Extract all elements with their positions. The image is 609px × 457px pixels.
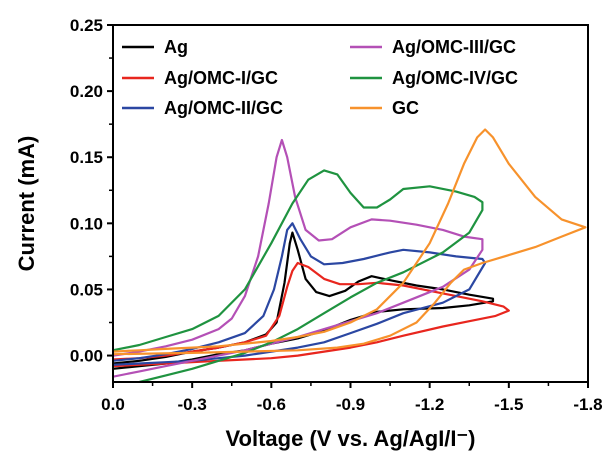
legend-item: GC <box>350 98 419 118</box>
y-tick-label: 0.10 <box>70 214 103 233</box>
x-axis: 0.0 -0.3 -0.6 -0.9 -1.2 -1.5 -1.8 <box>101 382 603 414</box>
series-line-3 <box>113 138 484 378</box>
legend-item: Ag/OMC-III/GC <box>350 37 516 57</box>
y-axis: 0.00 0.05 0.10 0.15 0.20 0.25 <box>70 16 113 366</box>
legend-label: Ag/OMC-II/GC <box>164 98 283 118</box>
y-tick-label: 0.20 <box>70 82 103 101</box>
x-tick-label: -0.6 <box>257 395 286 414</box>
series-layer <box>113 128 587 382</box>
legend-item: Ag <box>122 37 188 57</box>
x-tick-label: -1.8 <box>573 395 602 414</box>
series-line-2 <box>113 222 487 366</box>
series-line-5 <box>113 128 587 356</box>
x-tick-label: -1.2 <box>415 395 444 414</box>
y-axis-label: Current (mA) <box>14 136 39 272</box>
legend-item: Ag/OMC-I/GC <box>122 68 278 88</box>
legend-label: Ag <box>164 37 188 57</box>
legend-label: Ag/OMC-I/GC <box>164 68 278 88</box>
y-tick-label: 0.25 <box>70 16 103 35</box>
x-tick-label: -0.9 <box>336 395 365 414</box>
y-tick-label: 0.15 <box>70 148 103 167</box>
legend-item: Ag/OMC-IV/GC <box>350 68 518 88</box>
legend-label: GC <box>392 98 419 118</box>
series-line-1 <box>113 261 510 368</box>
x-tick-label: 0.0 <box>101 395 125 414</box>
legend-label: Ag/OMC-III/GC <box>392 37 516 57</box>
legend-item: Ag/OMC-II/GC <box>122 98 283 118</box>
x-tick-label: -0.3 <box>178 395 207 414</box>
y-tick-label: 0.05 <box>70 280 103 299</box>
x-tick-label: -1.5 <box>494 395 523 414</box>
legend-label: Ag/OMC-IV/GC <box>392 68 518 88</box>
y-tick-label: 0.00 <box>70 347 103 366</box>
x-axis-label: Voltage (V vs. Ag/AgI/I⁻) <box>226 426 476 451</box>
series-line-4 <box>113 169 484 382</box>
legend: Ag Ag/OMC-I/GC Ag/OMC-II/GC Ag/OMC-III/GC Ag… <box>122 37 518 118</box>
